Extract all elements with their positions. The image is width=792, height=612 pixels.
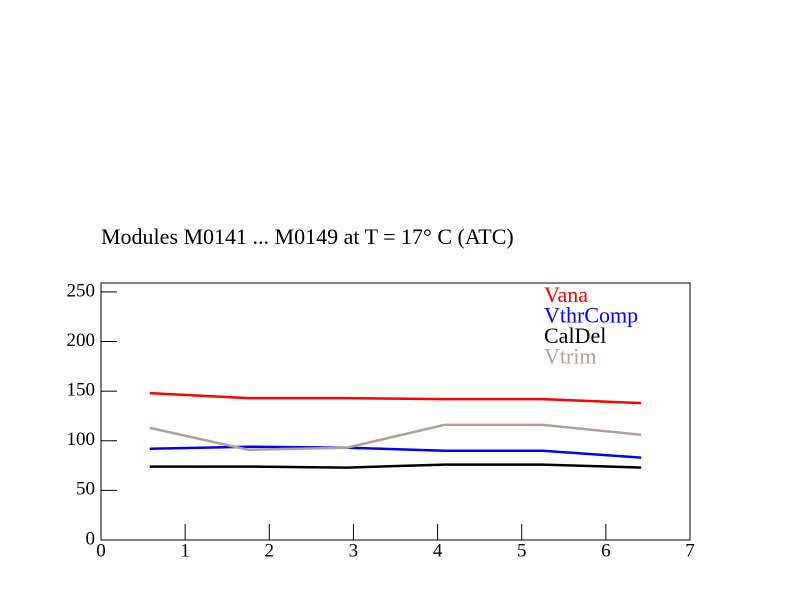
series-line [149,391,642,405]
y-tick-label: 250 [67,280,96,301]
x-tick-label: 3 [349,540,359,561]
chart-title: Modules M0141 ... M0149 at T = 17° C (AT… [101,224,514,249]
x-tick-label: 1 [180,540,190,561]
x-tick-label: 5 [517,540,527,561]
legend-entry: Vana [544,282,588,307]
x-tick-label: 6 [601,540,611,561]
y-tick-label: 200 [67,330,96,351]
x-tick-label: 7 [685,540,695,561]
y-tick-label: 0 [86,528,96,549]
legend-entry: VthrComp [544,303,638,328]
x-tick-label: 2 [265,540,275,561]
y-tick-label: 50 [76,479,95,500]
x-tick-label: 0 [96,540,106,561]
x-tick-label: 4 [433,540,443,561]
series-line [149,463,642,469]
series-line [149,423,642,451]
legend-entry: Vtrim [544,344,597,369]
legend-entry: CalDel [544,323,606,348]
y-tick-label: 100 [67,429,96,450]
plot-frame [100,282,691,541]
y-tick-label: 150 [67,380,96,401]
